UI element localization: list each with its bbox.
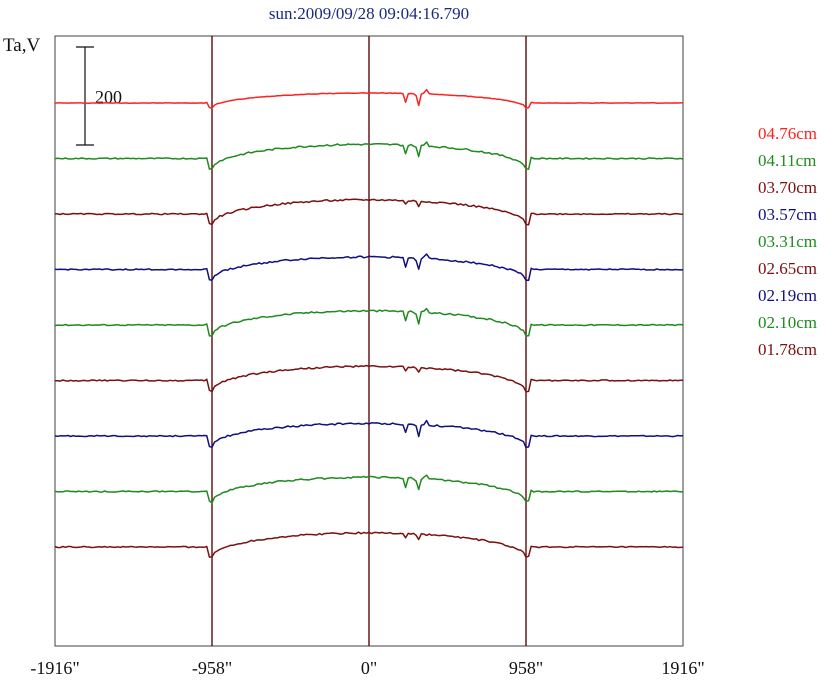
x-tick-label: -958" bbox=[192, 658, 232, 678]
traces bbox=[54, 88, 684, 558]
legend-entry: 02.65cm bbox=[758, 259, 817, 278]
legend-entry: 03.31cm bbox=[758, 232, 817, 251]
legend-entry: 01.78cm bbox=[758, 340, 817, 359]
trace-03.31cm bbox=[54, 307, 684, 337]
legend-entry: 02.19cm bbox=[758, 286, 817, 305]
trace-02.19cm bbox=[54, 419, 684, 449]
trace-03.57cm bbox=[54, 253, 684, 282]
x-tick-label: 1916" bbox=[661, 658, 704, 678]
trace-02.10cm bbox=[54, 474, 684, 504]
x-tick-label: 0" bbox=[361, 658, 377, 678]
x-tick-label: -1916" bbox=[30, 658, 79, 678]
legend-entry: 03.70cm bbox=[758, 178, 817, 197]
limb-markers bbox=[211, 36, 527, 646]
x-tick-label: 958" bbox=[509, 658, 543, 678]
legend-entry: 04.11cm bbox=[758, 151, 816, 170]
trace-04.76cm bbox=[54, 88, 683, 109]
y-axis-label: Ta,V bbox=[3, 35, 40, 56]
legend-entry: 04.76cm bbox=[758, 124, 817, 143]
chart-title: sun:2009/09/28 09:04:16.790 bbox=[269, 4, 469, 23]
legend-entry: 03.57cm bbox=[758, 205, 817, 224]
legend-entry: 02.10cm bbox=[758, 313, 817, 332]
trace-02.65cm bbox=[54, 364, 684, 393]
x-axis-ticks: -1916" -958" 0" 958" 1916" bbox=[30, 658, 704, 678]
trace-03.70cm bbox=[55, 198, 684, 226]
trace-04.11cm bbox=[54, 141, 684, 170]
trace-01.78cm bbox=[54, 531, 684, 558]
scale-bar: 200 bbox=[76, 46, 122, 146]
legend: 04.76cm 04.11cm 03.70cm 03.57cm 03.31cm 02.65… bbox=[758, 124, 817, 359]
scale-bar-label: 200 bbox=[95, 87, 122, 107]
